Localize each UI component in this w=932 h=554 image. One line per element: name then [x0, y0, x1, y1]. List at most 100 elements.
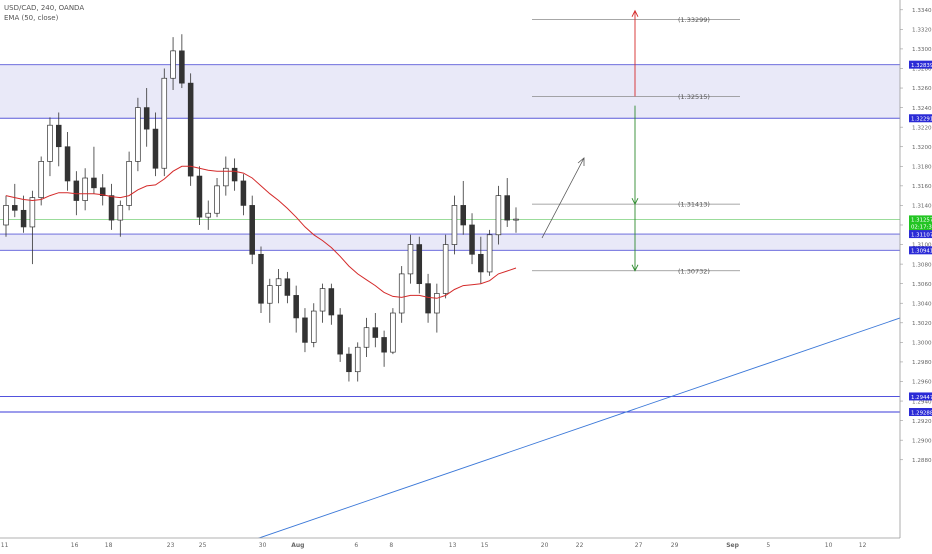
candle [135, 97, 141, 172]
y-tick-label: 1.32600 [912, 86, 932, 92]
candle-body-up [267, 285, 273, 304]
y-tick-label: 1.33200 [912, 28, 932, 34]
x-tick-label: Aug [291, 542, 304, 549]
candle [337, 308, 343, 362]
candle [310, 303, 317, 348]
candle [99, 174, 106, 206]
price-label: 1.30941 [909, 246, 932, 255]
candle-body-down [302, 317, 308, 343]
x-tick-label: 16 [71, 542, 79, 549]
x-tick-label: 23 [167, 542, 175, 549]
candle [319, 283, 326, 323]
x-tick-label: 15 [481, 542, 489, 549]
y-tick-label: 1.30800 [912, 262, 932, 268]
candle-body-down [73, 180, 80, 201]
projection-arrow-head [577, 157, 585, 166]
x-tick-label: 30 [259, 542, 267, 549]
candle-body-down [91, 177, 97, 189]
candle [434, 283, 440, 333]
indicator-label: EMA (50, close) [4, 14, 59, 22]
zone-1 [0, 233, 900, 251]
candle-body-down [293, 295, 299, 319]
candle-body-up [29, 197, 36, 228]
candle [179, 34, 185, 89]
target-label: (1.30732) [678, 267, 710, 275]
candle-body-up [398, 273, 405, 314]
x-tick-label: 20 [541, 542, 549, 549]
candle [12, 183, 18, 218]
candle [398, 266, 405, 323]
candle-body-up [434, 293, 440, 314]
price-label-text: 1.31257 [911, 218, 932, 224]
candle [478, 236, 484, 284]
candle [152, 112, 159, 177]
price-label: 1.31107 [909, 230, 932, 238]
candle [451, 195, 458, 255]
candle-body-down [240, 180, 247, 206]
candle [442, 234, 449, 299]
price-label: 02:17:36 [909, 222, 932, 231]
candle [108, 183, 115, 230]
y-tick-label: 1.31800 [912, 164, 932, 170]
candle [275, 269, 282, 304]
candle [143, 88, 150, 147]
x-tick-label: 29 [671, 542, 679, 549]
y-tick-label: 1.33000 [912, 47, 932, 53]
candle-body-down [12, 205, 18, 211]
candle-body-down [20, 209, 27, 228]
candle-body-down [381, 337, 387, 353]
candle-body-up [205, 212, 212, 218]
time-axis-bg [0, 538, 900, 550]
candle-body-down [55, 124, 62, 148]
candle [187, 73, 194, 186]
candle-body-up [451, 205, 458, 245]
price-label-box [909, 230, 932, 239]
price-label: 1.31257 [909, 215, 932, 224]
candle-body-down [284, 278, 291, 296]
x-tick-label: 11 [1, 542, 9, 549]
y-tick-label: 1.30400 [912, 301, 932, 307]
price-axis: 1.33400 1.33200 1.33000 1.32800 1.32600 1.324… [899, 0, 932, 550]
candle-body-up [513, 218, 519, 221]
candle-body-down [258, 253, 264, 304]
measure-arrows [631, 9, 639, 272]
price-label-text: 1.32291 [911, 117, 932, 123]
candle-body-down [328, 288, 335, 316]
zone-fill [0, 234, 900, 251]
candle [390, 308, 396, 355]
candle-body-down [99, 187, 106, 196]
price-label-text: 1.29447 [911, 395, 932, 401]
candle-body-up [170, 50, 176, 79]
candle [469, 213, 475, 265]
candle-body-up [319, 288, 326, 312]
candle-body-up [117, 205, 124, 221]
y-tick-label: 1.29600 [912, 380, 932, 386]
zone-fill [0, 64, 900, 119]
candle [346, 347, 352, 382]
candle [161, 68, 168, 177]
candle [231, 158, 238, 191]
price-label-text: 1.31107 [911, 232, 932, 238]
candle [486, 229, 493, 276]
y-tick-label: 1.30200 [912, 321, 932, 327]
y-tick-label: 1.31600 [912, 184, 932, 190]
ema-line [5, 165, 517, 299]
candle-body-down [346, 353, 352, 373]
price-label-box [909, 60, 932, 69]
candle-body-down [337, 314, 343, 355]
candle [293, 285, 299, 333]
time-axis: 11 16 18 23 25 30 Aug 6 8 13 15 20 22 27 29 Sep 5 10 12 [0, 537, 900, 550]
y-tick-label: 1.29000 [912, 438, 932, 444]
candle-body-up [82, 177, 88, 201]
candle-body-up [407, 244, 414, 275]
candle [3, 195, 9, 237]
down-arrow-head-lower [631, 264, 639, 272]
candle-body-down [504, 195, 510, 221]
candle [460, 180, 467, 235]
candle-body-up [38, 161, 44, 198]
y-tick-label: 1.28800 [912, 458, 932, 464]
candle-body-up [126, 161, 132, 206]
y-tick-label: 1.29800 [912, 360, 932, 366]
